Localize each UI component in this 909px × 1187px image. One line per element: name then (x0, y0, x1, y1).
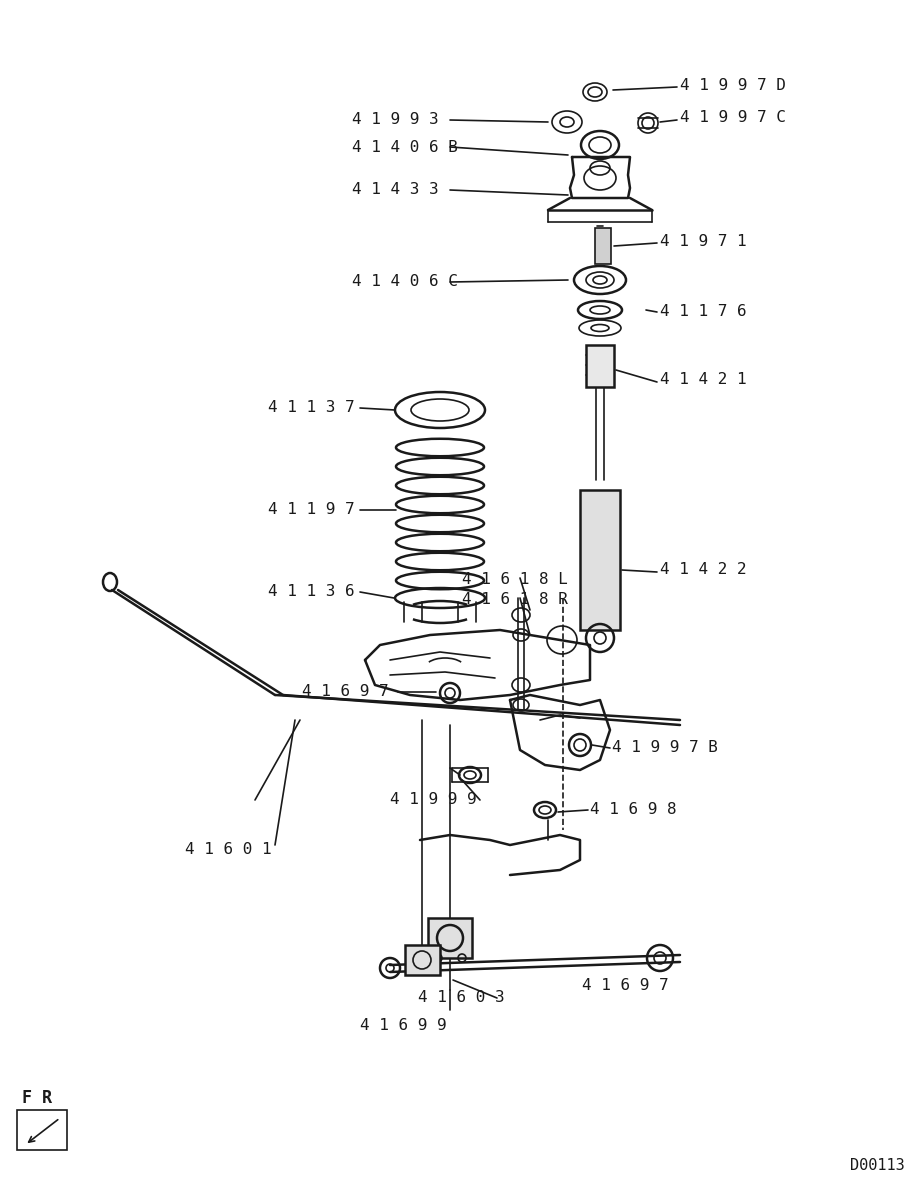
Text: 4 1 1 3 6: 4 1 1 3 6 (268, 584, 355, 599)
Text: F R: F R (22, 1088, 52, 1107)
Text: 4 1 1 9 7: 4 1 1 9 7 (268, 502, 355, 518)
Text: 4 1 9 9 7 C: 4 1 9 9 7 C (680, 110, 786, 126)
Bar (580, 490, 620, 630)
Text: 4 1 6 0 3: 4 1 6 0 3 (418, 990, 504, 1005)
Text: 4 1 4 2 1: 4 1 4 2 1 (660, 373, 746, 387)
Text: 4 1 4 3 3: 4 1 4 3 3 (352, 183, 439, 197)
Text: D00113: D00113 (850, 1157, 904, 1173)
Text: 4 1 6 1 8 L: 4 1 6 1 8 L (462, 572, 568, 588)
Text: 4 1 4 2 2: 4 1 4 2 2 (660, 563, 746, 578)
Text: 4 1 1 3 7: 4 1 1 3 7 (268, 400, 355, 415)
Bar (595, 228, 611, 264)
Text: 4 1 4 0 6 B: 4 1 4 0 6 B (352, 140, 458, 154)
Text: 4 1 9 9 7 D: 4 1 9 9 7 D (680, 77, 786, 93)
Text: 4 1 6 9 7: 4 1 6 9 7 (302, 685, 389, 699)
Bar (428, 918, 472, 958)
Bar (405, 945, 440, 975)
Text: 4 1 4 0 6 C: 4 1 4 0 6 C (352, 274, 458, 290)
Text: 4 1 6 9 8: 4 1 6 9 8 (590, 802, 676, 818)
Text: 4 1 6 0 1: 4 1 6 0 1 (185, 843, 272, 857)
Text: 4 1 6 1 8 R: 4 1 6 1 8 R (462, 592, 568, 608)
Bar (17, 1110, 67, 1150)
Text: 4 1 1 7 6: 4 1 1 7 6 (660, 305, 746, 319)
Text: 4 1 9 9 9: 4 1 9 9 9 (390, 793, 476, 807)
Bar (586, 345, 614, 387)
Text: 4 1 9 9 7 B: 4 1 9 9 7 B (612, 741, 718, 755)
Text: 4 1 9 9 3: 4 1 9 9 3 (352, 113, 439, 127)
Text: 4 1 6 9 7: 4 1 6 9 7 (582, 978, 669, 992)
Text: 4 1 9 7 1: 4 1 9 7 1 (660, 235, 746, 249)
Text: 4 1 6 9 9: 4 1 6 9 9 (360, 1017, 446, 1033)
